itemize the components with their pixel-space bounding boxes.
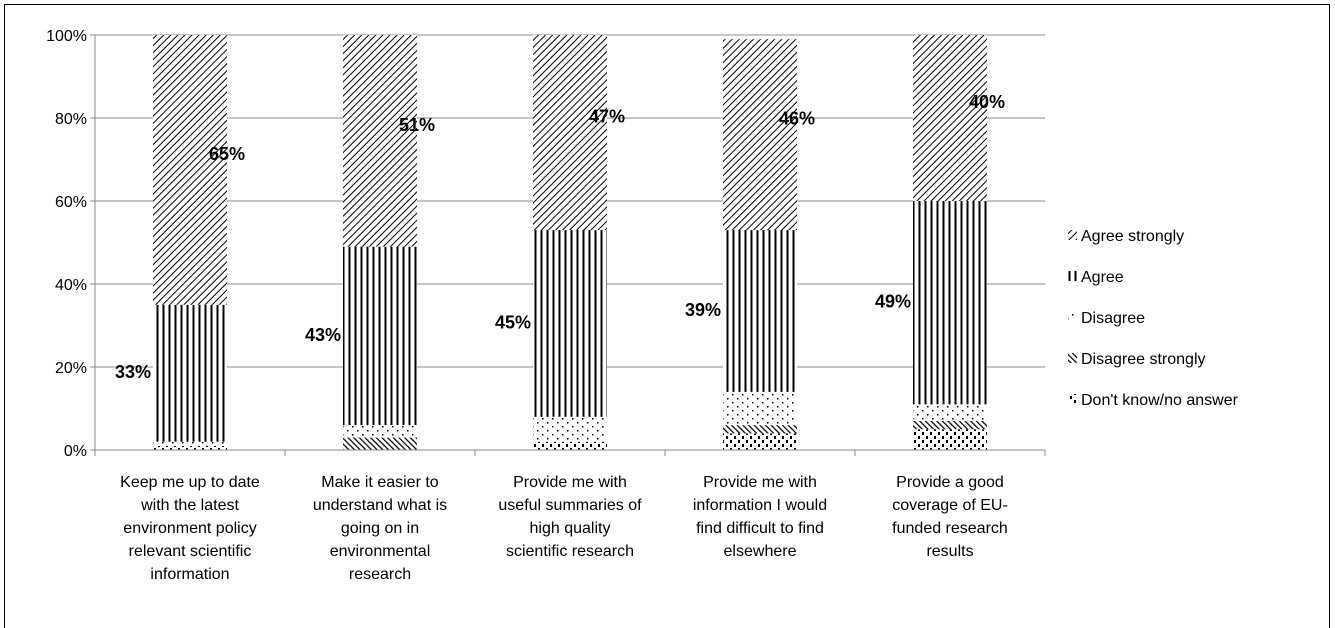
legend-swatch [1068,353,1077,363]
y-tick-label: 80% [55,111,87,128]
x-tick-label: with the latest [140,497,239,514]
x-tick-label: Make it easier to [321,474,438,491]
data-label: 65% [209,144,245,164]
chart-frame [4,4,1330,628]
bar-segment-don-t-know-no-answer [153,445,227,450]
x-tick-label: Keep me up to date [120,474,260,491]
legend: Agree strongly Agree Disagree Disagree stro… [1068,228,1239,409]
x-tick-label: results [926,543,973,560]
x-tick-label: information I would [693,497,827,514]
legend-item: Disagree strongly [1068,351,1206,368]
legend-swatch [1068,312,1077,322]
data-labels: 33% 65% 43% 51% 45% 47% 39% 46% 49% 40% [115,92,1005,382]
bar-segment-disagree-strongly [913,420,987,430]
x-tick-label: going on in [341,520,419,537]
x-tick-label: elsewhere [724,543,797,560]
x-tick-label: Provide a good [896,474,1004,491]
x-tick-label: environmental [330,543,431,560]
data-label: 51% [399,115,435,135]
legend-swatch [1068,230,1077,240]
x-tick-label: Provide me with [513,474,627,491]
legend-item: Agree [1068,269,1124,286]
bar-segment-agree [153,304,227,442]
legend-swatch [1068,271,1077,281]
y-tick-label: 20% [55,360,87,377]
legend-swatch [1068,394,1077,404]
data-label: 33% [115,362,151,382]
x-axis: Keep me up to date with the latest environ… [94,449,1046,583]
bar-segment-agree-strongly [533,35,607,231]
legend-label: Disagree [1081,310,1145,327]
y-tick-label: 60% [55,194,87,211]
x-tick-label: high quality [530,520,611,537]
bar-segment-agree [913,201,987,405]
legend-label: Agree strongly [1081,228,1184,245]
x-tick-label: coverage of EU- [892,497,1008,514]
data-label: 45% [495,312,531,332]
bar-segment-disagree [913,404,987,421]
x-tick-label: Provide me with [703,474,817,491]
bar-segment-disagree [343,425,417,438]
x-tick-label: relevant scientific [129,543,252,560]
x-tick-label: funded research [892,520,1008,537]
legend-item: Don't know/no answer [1068,392,1239,409]
data-label: 46% [779,109,815,129]
y-tick-label: 100% [46,28,87,45]
bar-segment-agree-strongly [913,35,987,201]
x-tick-label: research [349,566,411,583]
x-tick-label: useful summaries of [498,497,642,514]
bar-segment-don-t-know-no-answer [533,441,607,450]
bar-segment-disagree [723,391,797,426]
x-tick-label: understand what is [313,497,447,514]
bar-segment-agree-strongly [343,35,417,247]
bar-segment-agree-strongly [723,39,797,231]
bar-segment-don-t-know-no-answer [723,433,797,450]
data-label: 43% [305,325,341,345]
x-tick-label: information [150,566,229,583]
legend-label: Disagree strongly [1081,351,1206,368]
data-label: 49% [875,292,911,312]
legend-item: Disagree [1068,310,1145,327]
data-label: 39% [685,300,721,320]
bar-segment-don-t-know-no-answer [913,429,987,450]
x-tick-label: find difficult to find [696,520,824,537]
bar-segment-agree [533,230,607,417]
y-tick-label: 0% [64,443,87,460]
bar-segment-agree [723,230,797,392]
x-tick-label: environment policy [123,520,256,537]
y-axis: 0% 20% 40% 60% 80% 100% [46,28,96,460]
bar-segment-disagree [533,416,607,442]
data-label: 47% [589,107,625,127]
bar-segment-agree-strongly [153,35,227,305]
bars [153,35,987,450]
y-tick-label: 40% [55,277,87,294]
bar-segment-disagree-strongly [343,437,417,450]
bar-segment-disagree [153,441,227,446]
legend-item: Agree strongly [1068,228,1184,245]
x-tick-label: scientific research [506,543,634,560]
legend-label: Don't know/no answer [1081,392,1239,409]
bar-segment-disagree-strongly [723,425,797,434]
data-label: 40% [969,92,1005,112]
bar-segment-agree [343,246,417,426]
legend-label: Agree [1081,269,1124,286]
